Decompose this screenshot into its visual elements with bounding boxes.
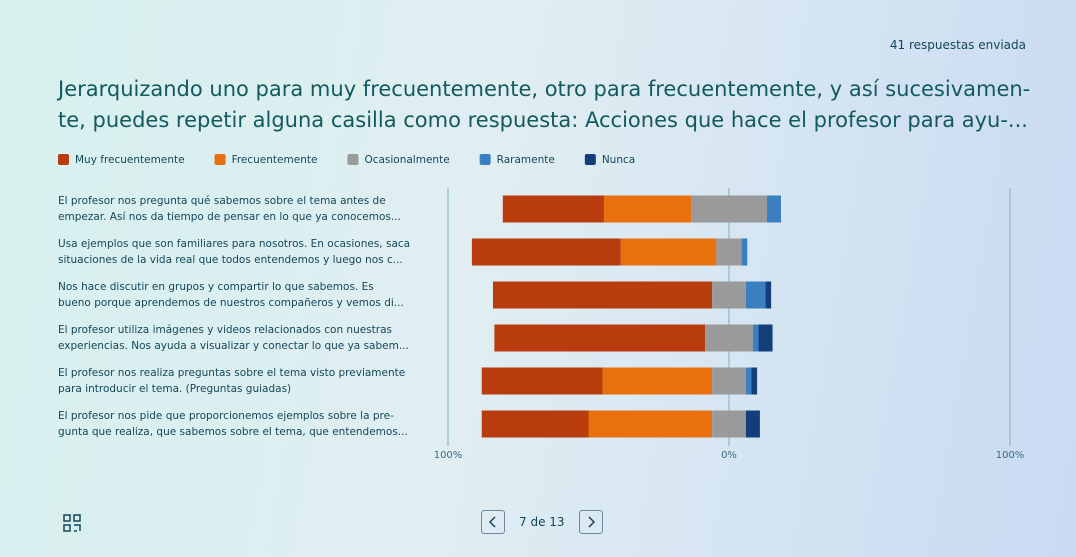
category-label: El profesor utiliza imágenes y videos re… <box>58 324 409 352</box>
bar-segment <box>765 281 772 309</box>
bar-segment <box>481 367 603 395</box>
page-indicator: 7 de 13 <box>519 515 565 529</box>
bar-segment <box>620 238 717 266</box>
bar-segment <box>502 195 604 223</box>
bar-segment <box>716 238 742 266</box>
x-tick-label: 100% <box>434 450 463 461</box>
bar-segment <box>751 367 758 395</box>
bar-segment <box>481 410 589 438</box>
category-label: Usa ejemplos que son familiares para nos… <box>58 238 411 266</box>
chart-title: Jerarquizando uno para muy frecuentement… <box>58 77 1031 132</box>
bar-segment <box>766 195 781 223</box>
prev-button[interactable] <box>481 510 505 534</box>
category-label: Nos hace discutir en grupos y compartir … <box>58 281 404 309</box>
legend-swatch <box>58 154 69 165</box>
bar-segment <box>745 367 752 395</box>
category-label: El profesor nos pregunta qué sabemos sob… <box>58 195 401 223</box>
bar-segment <box>741 238 748 266</box>
bar-segment <box>705 324 753 352</box>
x-tick-label: 100% <box>996 450 1025 461</box>
bar-segment <box>712 281 746 309</box>
legend-label: Frecuentemente <box>232 154 318 166</box>
legend-swatch <box>479 154 491 165</box>
legend-label: Nunca <box>602 154 635 166</box>
legend-swatch <box>214 154 226 165</box>
legend-label: Ocasionalmente <box>364 154 449 166</box>
bar-segment <box>494 324 706 352</box>
bar-segment <box>603 195 692 223</box>
bar-segment <box>588 410 713 438</box>
next-button[interactable] <box>579 510 603 534</box>
category-label: El profesor nos realiza preguntas sobre … <box>58 367 406 395</box>
legend-label: Raramente <box>497 154 555 166</box>
bar-segment <box>712 410 746 438</box>
qr-icon[interactable] <box>63 514 81 532</box>
bar-segment <box>745 410 760 438</box>
x-tick-label: 0% <box>721 450 737 461</box>
bar-segment <box>602 367 713 395</box>
bar-segment <box>471 238 621 266</box>
legend-swatch <box>584 154 596 165</box>
response-count: 41 respuestas enviada <box>889 38 1026 52</box>
bar-segment <box>492 281 713 309</box>
bar-segment <box>758 324 773 352</box>
category-label: El profesor nos pide que proporcionemos … <box>58 410 408 438</box>
legend-label: Muy frecuentemente <box>75 154 185 166</box>
bar-segment <box>752 324 759 352</box>
bar-segment <box>691 195 767 223</box>
legend-swatch <box>347 154 359 165</box>
bar-segment <box>712 367 746 395</box>
bar-segment <box>745 281 766 309</box>
